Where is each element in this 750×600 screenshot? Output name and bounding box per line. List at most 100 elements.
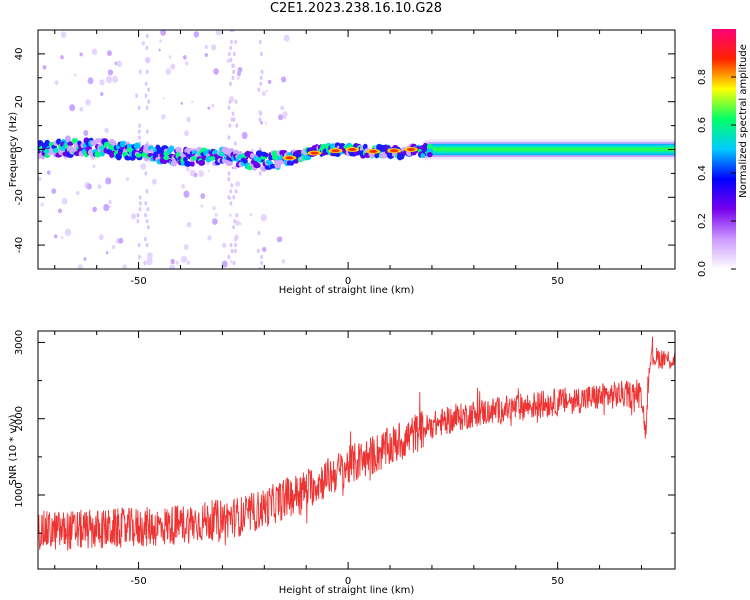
- spectrogram-noise-speck: [74, 73, 77, 77]
- spectrogram-blob: [183, 156, 188, 163]
- spectrogram-noise-speck: [282, 114, 287, 120]
- spectrogram-streak-speck: [234, 165, 238, 170]
- snr-panel: -50 0 50 1000 2000 3000 Height of straight lin…: [8, 330, 676, 596]
- spectrogram-streak-speck: [234, 236, 238, 242]
- spectrogram-streak-speck: [137, 242, 141, 248]
- spectrogram-noise-speck: [193, 172, 198, 178]
- colorbar-label: Normalized spectral amplitude: [738, 44, 749, 198]
- spectrogram-noise-speck: [213, 68, 219, 75]
- spectrogram-noise-speck: [221, 242, 227, 249]
- spectrogram-noise-speck: [61, 236, 64, 240]
- spectrogram-streak-speck: [230, 183, 234, 188]
- spectrogram-streak-speck: [229, 189, 233, 194]
- spectrogram-streak-speck: [229, 81, 232, 86]
- spectrogram-noise-speck: [229, 213, 232, 217]
- spectrogram-noise-speck: [97, 184, 102, 190]
- spectrogram-blob: [67, 141, 74, 147]
- spectrogram-streak-speck: [144, 81, 148, 86]
- spectrogram-noise-speck: [100, 92, 104, 97]
- spectrogram-noise-speck: [85, 98, 91, 106]
- spectrogram-streak-speck: [259, 81, 263, 86]
- spectrogram-noise-speck: [207, 106, 211, 110]
- spectrogram-blob: [263, 152, 269, 158]
- spectrogram-ytick-label: 0: [14, 146, 25, 152]
- spectrogram-noise-speck: [116, 60, 122, 68]
- spectrogram-blob: [94, 151, 102, 158]
- spectrogram-noise-speck: [125, 177, 129, 181]
- spectrogram-hotspot-core: [369, 149, 378, 153]
- spectrogram-streak-speck: [143, 236, 147, 242]
- spectrogram-streak-speck: [232, 260, 236, 266]
- spectrogram-noise-speck: [193, 31, 200, 38]
- spectrogram-noise-speck: [40, 202, 44, 207]
- spectrogram-streak-speck: [227, 51, 231, 57]
- spectrogram-streak-speck: [232, 51, 236, 57]
- spectrogram-noise-speck: [69, 104, 76, 112]
- spectrogram-highlight: [209, 156, 216, 161]
- spectrogram-streak-speck: [143, 260, 147, 266]
- spectrogram-streak-speck: [147, 99, 151, 104]
- spectrogram-noise-speck: [198, 170, 204, 177]
- spectrogram-noise-speck: [212, 206, 216, 211]
- snr-plot-area: [38, 336, 675, 551]
- spectrogram-blob: [190, 160, 195, 167]
- snr-ytick-label: 3000: [14, 330, 25, 355]
- spectrogram-streak-speck: [145, 33, 149, 39]
- colorbar: 0.0 0.2 0.4 0.6 0.8 Normalized spectral ampli…: [697, 29, 749, 277]
- spectrogram-noise-speck: [158, 48, 161, 52]
- spectrogram-noise-speck: [235, 220, 240, 226]
- spectrogram-noise-speck: [265, 89, 268, 93]
- spectrogram-noise-speck: [46, 170, 51, 175]
- spectrogram-noise-speck: [64, 228, 72, 237]
- spectrogram-noise-speck: [212, 218, 218, 225]
- spectrogram-streak-speck: [145, 189, 149, 194]
- spectrogram-noise-speck: [207, 169, 210, 172]
- spectrogram-noise-speck: [92, 206, 97, 213]
- spectrogram-noise-speck: [168, 55, 172, 59]
- spectrogram-noise-speck: [267, 79, 272, 84]
- spectrogram-xtick-label: -50: [130, 276, 146, 287]
- spectrogram-noise-speck: [108, 199, 112, 205]
- spectrogram-hotspot-core: [285, 156, 294, 160]
- spectrogram-ytick-label: -40: [14, 237, 25, 253]
- spectrogram-noise-speck: [111, 245, 116, 250]
- spectrogram-streak-speck: [235, 213, 239, 218]
- spectrogram-noise-speck: [79, 52, 83, 57]
- spectrogram-blob: [427, 152, 433, 158]
- spectrogram-streak-speck: [137, 105, 141, 110]
- spectrogram-streak-speck: [144, 93, 148, 98]
- spectrogram-streak-speck: [138, 207, 142, 212]
- spectrogram-noise-speck: [98, 234, 104, 241]
- snr-ylabel: SNR (10 * v/v): [8, 414, 19, 485]
- spectrogram-noise-speck: [112, 75, 119, 83]
- spectrogram-streak-speck: [227, 135, 231, 140]
- spectrogram-streak-speck: [138, 201, 142, 206]
- spectrogram-hotspot-core: [331, 149, 340, 153]
- spectrogram-streak-speck: [233, 219, 237, 224]
- spectrogram-noise-speck: [122, 264, 128, 269]
- spectrogram-noise-speck: [83, 257, 87, 261]
- spectrogram-streak-speck: [135, 93, 138, 98]
- spectrogram-blob: [243, 159, 248, 164]
- spectrogram-highlight: [126, 147, 133, 153]
- spectrogram-blob: [420, 152, 426, 159]
- spectrogram-streak-speck: [232, 69, 236, 75]
- snr-xtick-label: 0: [345, 576, 351, 587]
- spectrogram-streak-speck: [229, 45, 233, 51]
- spectrogram-streak-speck: [229, 201, 233, 206]
- spectrogram-ytick-label: 20: [14, 95, 25, 108]
- spectrogram-streak-speck: [230, 248, 234, 254]
- spectrogram-streak-speck: [233, 141, 237, 146]
- spectrogram-noise-speck: [186, 260, 191, 265]
- colorbar-tick-label: 0.4: [697, 165, 708, 181]
- spectrogram-streak-speck: [234, 39, 238, 45]
- spectrogram-noise-speck: [143, 165, 146, 169]
- spectrogram-noise-speck: [130, 213, 137, 220]
- spectrogram-hotspot-core: [406, 148, 415, 151]
- spectrogram-blob: [153, 151, 158, 158]
- spectrogram-streak-speck: [260, 69, 264, 75]
- spectrogram-streak-speck: [231, 111, 235, 116]
- spectrogram-streak-speck: [137, 129, 141, 134]
- spectrogram-noise-speck: [51, 188, 57, 194]
